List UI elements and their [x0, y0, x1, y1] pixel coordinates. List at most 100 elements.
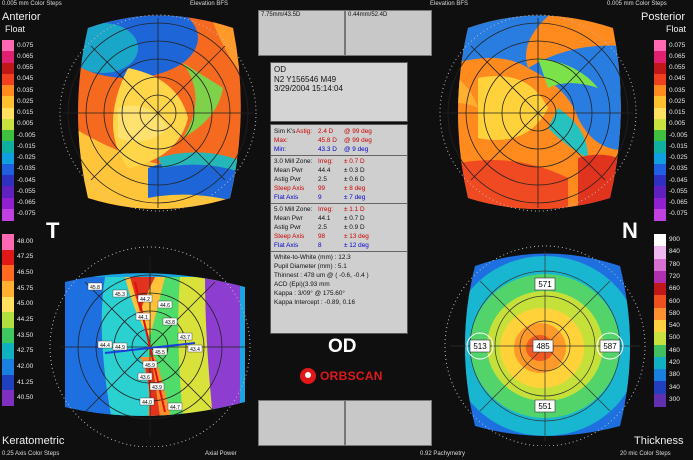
simk-astig-label: Astig: [296, 128, 312, 135]
thickness-color-steps-label: 20 mic Color Steps [620, 451, 671, 457]
kerato-point-value: 44.6 [160, 303, 170, 309]
zone5-steep-row: Steep Axis 98 ± 13 deg [271, 232, 407, 241]
zone3-astig-row: Astig Pwr 2.5 ± 0.6 D [271, 175, 407, 184]
zone5-astig-value: 2.5 [318, 224, 327, 231]
scale-value: 47.25 [17, 253, 34, 261]
color-swatch [654, 393, 666, 407]
kerato-point-box [112, 342, 128, 351]
top-left-info-text: 7.75mm/43.5D [261, 12, 301, 18]
zone3-astig-label: Astig Pwr [274, 176, 301, 183]
thickness-point-value: 587 [603, 342, 617, 351]
kerato-color-steps-label: 0.25 Axis Color Steps [2, 451, 60, 457]
scale-value: 0.015 [669, 109, 686, 117]
thickness-title: Thickness [634, 435, 684, 447]
color-swatch [2, 175, 14, 187]
color-swatch [2, 152, 14, 165]
measure-row: White-to-White (mm) : 12.3 [274, 254, 351, 261]
scale-value: -0.015 [669, 142, 688, 150]
kerato-point-box [137, 372, 153, 381]
color-swatch [654, 369, 666, 383]
posterior-color-steps-label: 0.005 mm Color Steps [607, 1, 667, 7]
keratometric-color-scale: 48.00 47.25 46.50 45.75 45.00 44.25 43.50 42.75… [2, 234, 46, 407]
simk-astig-value: 2.4 D [318, 128, 334, 135]
keratometry-stats-box: Sim K's Astig: 2.4 D @ 99 deg Max: 45.8 … [270, 124, 408, 334]
scale-value: 0.055 [17, 64, 34, 72]
scale-value: -0.035 [669, 165, 688, 173]
zone3-flat-value: 9 [318, 194, 322, 201]
color-swatch [2, 85, 14, 97]
scale-value: -0.075 [669, 210, 688, 218]
orbscan-logo-icon-dot [305, 372, 311, 378]
zone5-mean-dev: ± 0.7 D [344, 215, 365, 222]
measure-row: Thinnest : 478 um @ ( -0.6, -0.4 ) [274, 272, 369, 279]
kerato-point-value: 43.7 [180, 335, 190, 341]
color-swatch [654, 344, 666, 358]
scale-value: 43.50 [17, 331, 34, 339]
color-swatch [2, 343, 14, 360]
kerato-point-value: 45.8 [90, 285, 100, 291]
thickness-point-box [532, 339, 554, 353]
zone3-mean-value: 44.4 [318, 167, 331, 174]
kerato-point-box [139, 397, 155, 406]
color-swatch [654, 186, 666, 199]
scale-value: 42.00 [17, 362, 34, 370]
temporal-letter: T [46, 218, 60, 243]
scale-value: 45.75 [17, 284, 34, 292]
orbscan-logo: ORBSCAN [300, 367, 400, 385]
measure-row: Pupil Diameter (mm) : 5.1 [274, 263, 347, 270]
simk-max-value: 45.8 D [318, 137, 337, 144]
zone5-title: 5.0 Mill Zone: [274, 206, 313, 213]
scale-value: -0.065 [17, 199, 36, 207]
scale-value: 0.015 [17, 109, 34, 117]
thickness-map[interactable]: 571 513 485 587 551 [440, 236, 650, 446]
posterior-elevation-bfs-label: Elevation BFS [430, 1, 469, 7]
scale-value: 0.055 [669, 64, 686, 72]
color-swatch [2, 296, 14, 313]
simk-max-axis: @ 99 deg [344, 137, 372, 144]
anterior-elevation-map[interactable] [58, 8, 258, 218]
patient-info-box: OD N2 Y156546 M49 3/29/2004 15:14:04 [270, 62, 408, 122]
kerato-point-box [167, 402, 183, 411]
scale-value: 780 [669, 260, 680, 268]
zone3-flat-dev: ± 7 deg [344, 194, 366, 201]
color-swatch [2, 327, 14, 344]
scale-value: 0.065 [669, 52, 686, 60]
scale-value: 0.035 [17, 86, 34, 94]
simk-astig-row: Sim K's Astig: 2.4 D @ 99 deg [271, 127, 407, 136]
color-swatch [2, 197, 14, 210]
kerato-point-box [97, 340, 113, 349]
scale-value: -0.005 [669, 131, 688, 139]
kerato-point-box [142, 360, 158, 369]
scale-value: 0.045 [17, 75, 34, 83]
color-swatch [2, 249, 14, 266]
posterior-elevation-map[interactable] [438, 8, 638, 218]
zone3-astig-value: 2.5 [318, 176, 327, 183]
kerato-point-value: 43.8 [165, 320, 175, 326]
orbscan-logo-text: ORBSCAN [320, 369, 383, 383]
scale-value: 0.025 [669, 97, 686, 105]
color-swatch [654, 73, 666, 86]
kerato-point-box [149, 382, 165, 391]
kerato-point-box [152, 347, 168, 356]
zone3-mean-row: Mean Pwr 44.4 ± 0.3 D [271, 166, 407, 175]
nasal-letter: N [622, 218, 638, 243]
color-swatch [654, 197, 666, 210]
simk-min-row: Min: 43.3 D @ 9 deg [271, 145, 407, 154]
zone3-flat-row: Flat Axis 9 ± 7 deg [271, 193, 407, 202]
color-swatch [654, 320, 666, 333]
kerato-point-value: 44.9 [115, 345, 125, 351]
zone5-mean-label: Mean Pwr [274, 215, 303, 222]
patient-id: N2 Y156546 M49 [274, 74, 337, 84]
keratometric-map[interactable]: 45.8 45.3 44.2 44.6 44.1 43.8 43.743.4 44.4 44.9… [45, 237, 255, 447]
kerato-point-value: 44.0 [142, 400, 152, 406]
thickness-point-box [534, 277, 556, 291]
color-swatch [654, 118, 666, 131]
thickness-point-box [469, 339, 491, 353]
kerato-point-value: 45.9 [145, 363, 155, 369]
color-swatch [654, 381, 666, 395]
anterior-float-label: Float [5, 24, 26, 34]
color-swatch [2, 390, 14, 407]
zone5-astig-label: Astig Pwr [274, 224, 301, 231]
zone5-mean-row: Mean Pwr 44.1 ± 0.7 D [271, 214, 407, 223]
color-swatch [654, 130, 666, 142]
